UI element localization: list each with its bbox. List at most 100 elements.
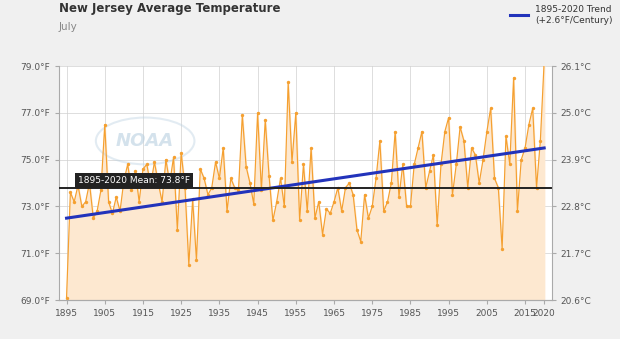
Point (329, 199, 339, 204)
Point (360, 192, 370, 197)
Point (356, 239, 366, 244)
Point (536, 138, 546, 144)
Point (425, 169, 435, 174)
Point (428, 152, 438, 158)
Point (421, 185, 431, 191)
Point (513, 208, 523, 214)
Point (130, 169, 140, 174)
Point (207, 185, 217, 191)
Point (291, 110, 301, 116)
Point (226, 176, 236, 181)
Point (409, 162, 419, 167)
Point (73, 183, 83, 188)
Point (222, 208, 232, 214)
Point (138, 166, 148, 172)
Point (172, 227, 182, 233)
Point (100, 122, 110, 127)
Point (348, 192, 358, 197)
Point (471, 152, 480, 158)
Point (264, 173, 274, 179)
Point (432, 222, 442, 228)
Point (294, 218, 304, 223)
Point (287, 159, 297, 165)
Point (413, 145, 423, 151)
Point (402, 204, 412, 209)
Point (352, 227, 362, 233)
Point (280, 204, 290, 209)
Point (455, 124, 465, 129)
Point (405, 204, 415, 209)
Point (245, 180, 255, 186)
Point (463, 185, 472, 191)
Point (317, 232, 327, 237)
Text: NOAA: NOAA (116, 132, 174, 150)
Point (367, 204, 377, 209)
Point (104, 199, 113, 204)
Point (283, 80, 293, 85)
Point (180, 185, 190, 191)
Point (65, 190, 75, 195)
Point (531, 185, 541, 191)
Point (528, 105, 538, 111)
Point (524, 122, 534, 127)
Point (310, 216, 320, 221)
Point (111, 194, 121, 200)
Point (268, 218, 278, 223)
Point (149, 159, 159, 165)
Point (61, 295, 71, 300)
Point (497, 246, 507, 251)
Point (344, 180, 354, 186)
Point (448, 192, 458, 197)
Point (390, 129, 400, 134)
Legend: 1895-2020 Trend
(+2.6°F/Century): 1895-2020 Trend (+2.6°F/Century) (510, 5, 613, 25)
Point (314, 199, 324, 204)
Point (249, 201, 259, 207)
Text: 1895-2020 Mean: 73.8°F: 1895-2020 Mean: 73.8°F (78, 176, 190, 185)
Point (501, 134, 511, 139)
Point (161, 157, 171, 162)
Point (375, 138, 385, 144)
Point (337, 208, 347, 214)
Point (169, 155, 179, 160)
Point (157, 199, 167, 204)
Point (490, 176, 500, 181)
Point (398, 162, 408, 167)
Point (326, 211, 335, 216)
Point (451, 162, 461, 167)
Point (146, 183, 156, 188)
Point (485, 105, 495, 111)
Point (195, 166, 205, 172)
Point (516, 157, 526, 162)
Point (303, 208, 312, 214)
Point (444, 115, 454, 120)
Point (88, 216, 98, 221)
Point (383, 199, 392, 204)
Point (234, 187, 244, 193)
Point (494, 185, 503, 191)
Point (77, 204, 87, 209)
Text: New Jersey Average Temperature: New Jersey Average Temperature (59, 2, 280, 15)
Point (371, 176, 381, 181)
Point (184, 262, 194, 268)
Point (176, 150, 186, 155)
Point (306, 145, 316, 151)
Point (115, 208, 125, 214)
Point (84, 180, 94, 186)
Point (386, 180, 396, 186)
Point (119, 178, 129, 183)
Point (394, 194, 404, 200)
Point (123, 162, 133, 167)
Point (192, 258, 202, 263)
Point (218, 145, 228, 151)
Point (459, 138, 469, 144)
Point (81, 199, 91, 204)
Point (199, 176, 209, 181)
Point (478, 157, 488, 162)
Point (340, 185, 350, 191)
Point (440, 129, 450, 134)
Point (153, 180, 163, 186)
Point (252, 110, 262, 116)
Point (520, 145, 530, 151)
Point (69, 199, 79, 204)
Point (272, 199, 281, 204)
